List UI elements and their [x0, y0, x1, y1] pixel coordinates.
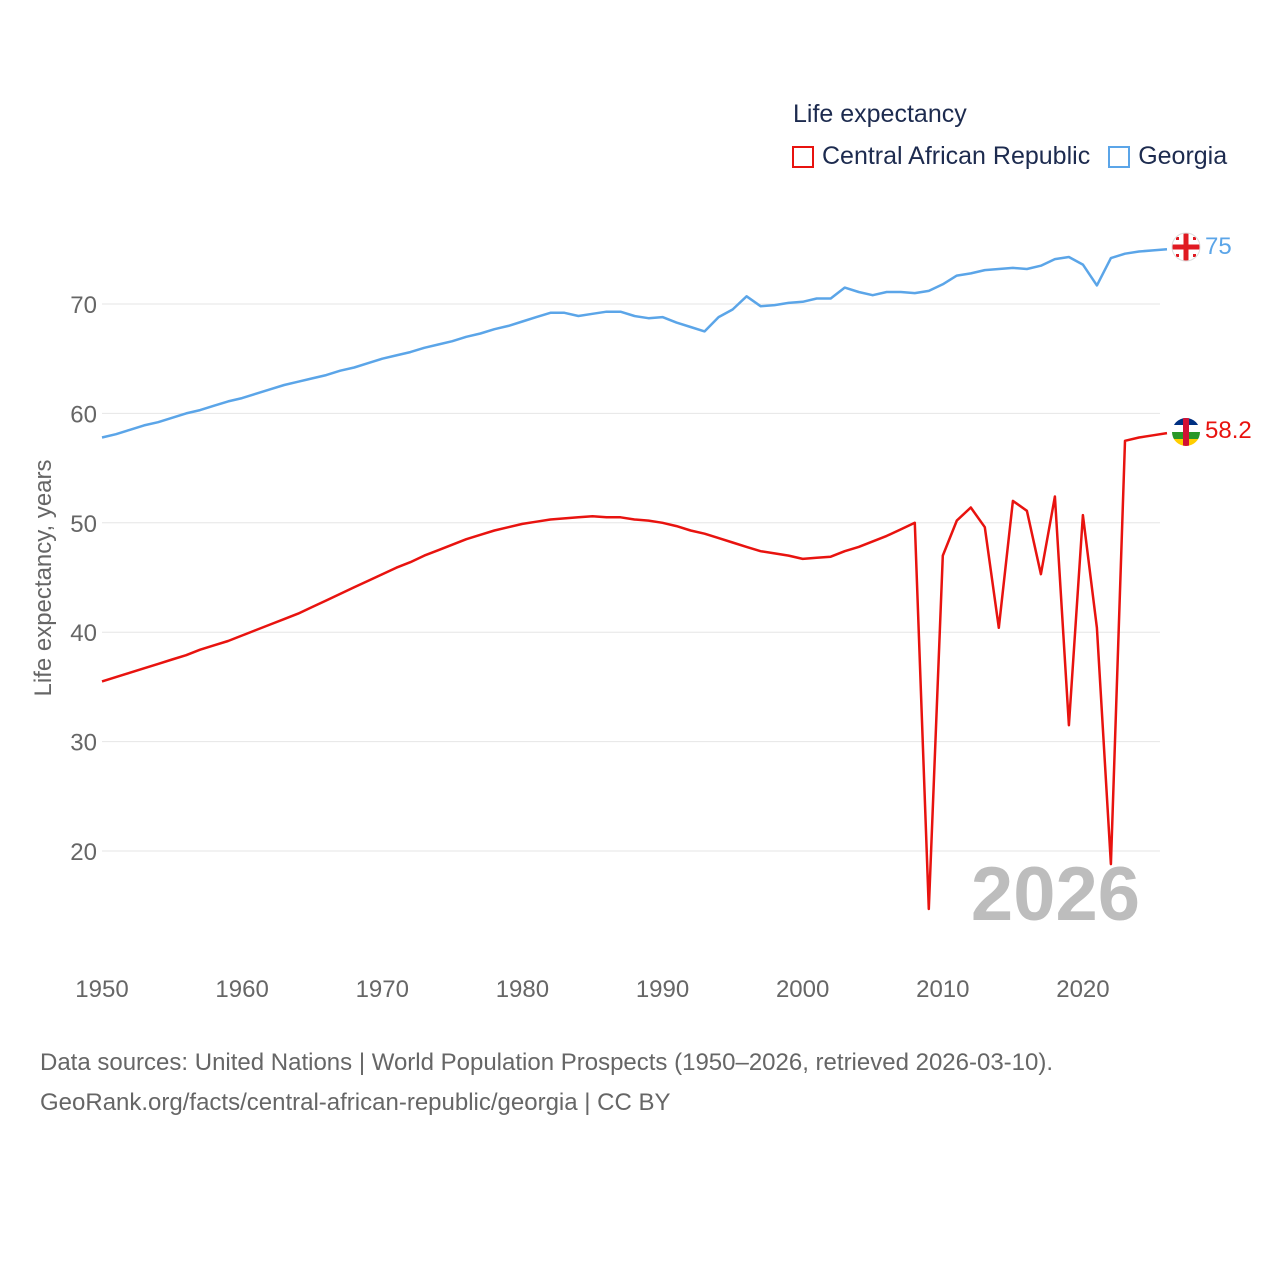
- source-line: Data sources: United Nations | World Pop…: [40, 1049, 1054, 1076]
- legend-swatch-georgia: [1108, 145, 1131, 168]
- legend: Central African Republic Georgia: [792, 142, 1245, 171]
- legend-title: Life expectancy: [793, 100, 967, 128]
- georgia-flag-icon: [1171, 232, 1201, 262]
- x-tick-label-2000: 2000: [776, 976, 829, 1003]
- central-african-republic-flag-icon: [1172, 418, 1200, 446]
- gridlines: [102, 303, 1160, 852]
- x-tick-label-1990: 1990: [636, 976, 689, 1003]
- legend-label-georgia: Georgia: [1138, 142, 1228, 170]
- x-tick-label-1960: 1960: [215, 976, 268, 1003]
- series-line-georgia[interactable]: [101, 248, 1168, 439]
- y-axis-title: Life expectancy, years: [30, 459, 57, 696]
- x-tick-label-2020: 2020: [1056, 976, 1109, 1003]
- y-axis-ticks: 20 30 40 50 60 70: [70, 292, 97, 866]
- end-label-georgia: 75: [1205, 233, 1232, 260]
- y-tick-label-20: 20: [70, 839, 97, 866]
- y-tick-label-60: 60: [70, 401, 97, 428]
- y-tick-label-30: 30: [70, 730, 97, 757]
- y-tick-label-40: 40: [70, 620, 97, 647]
- legend-label-central-african-republic: Central African Republic: [822, 142, 1091, 170]
- series-line-central-african-republic[interactable]: [101, 431, 1168, 911]
- x-tick-label-1950: 1950: [75, 976, 128, 1003]
- y-tick-label-50: 50: [70, 511, 97, 538]
- x-axis-ticks: 1950 1960 1970 1980 1990 2000 2010 2020: [75, 976, 1109, 1003]
- source-note: Data sources: United Nations | World Pop…: [40, 1043, 1053, 1123]
- end-label-central-african-republic: 58.2: [1205, 417, 1252, 444]
- legend-item-central-african-republic[interactable]: Central African Republic: [792, 142, 1090, 171]
- current-year-watermark: 2026: [971, 852, 1140, 937]
- legend-swatch-central-african-republic: [792, 145, 814, 168]
- source-link[interactable]: GeoRank.org/facts/central-african-republ…: [40, 1089, 671, 1116]
- x-tick-label-1970: 1970: [356, 976, 409, 1003]
- y-tick-label-70: 70: [70, 292, 97, 319]
- legend-item-georgia[interactable]: Georgia: [1108, 142, 1227, 171]
- series-lines: [101, 248, 1168, 911]
- x-tick-label-2010: 2010: [916, 976, 969, 1003]
- x-tick-label-1980: 1980: [496, 976, 549, 1003]
